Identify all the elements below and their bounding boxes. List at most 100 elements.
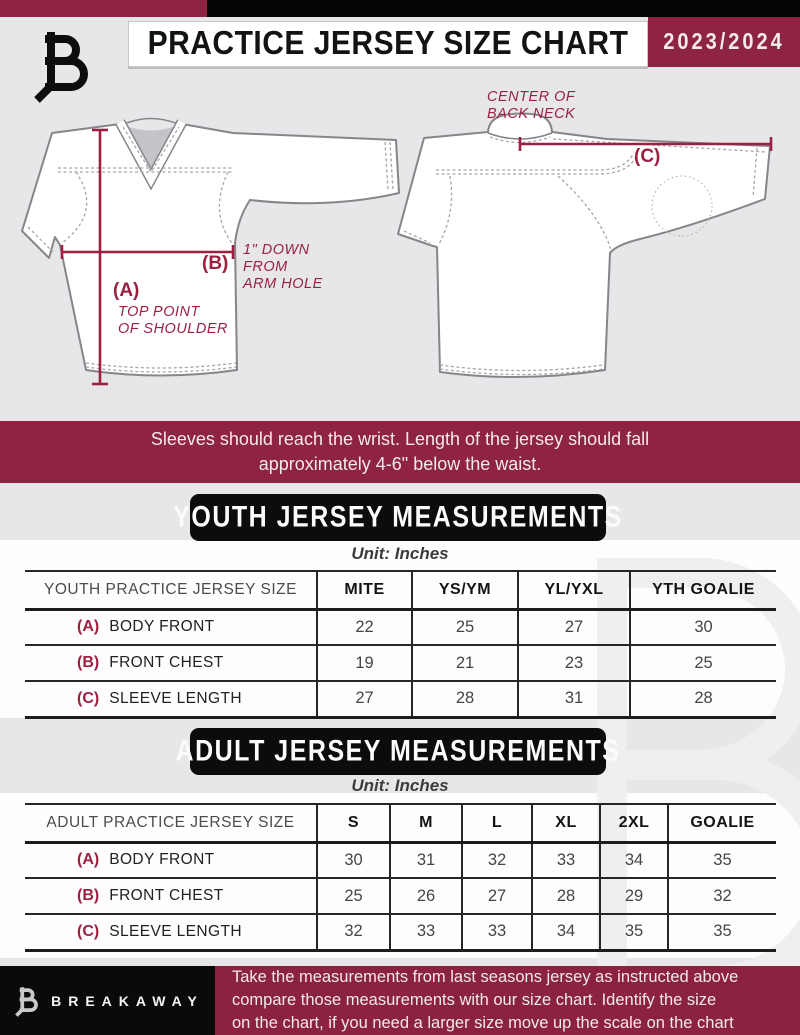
breakaway-b-logo-footer xyxy=(15,986,38,1017)
value-cell: 23 xyxy=(517,644,630,681)
column-header-l: L xyxy=(461,803,532,844)
page-title: PRACTICE JERSEY SIZE CHART xyxy=(147,24,629,62)
annotation-top-point-line1: TOP POINT xyxy=(118,304,200,320)
fit-notice-text: Sleeves should reach the wrist. Length o… xyxy=(150,429,650,474)
footer-instructions-box: Take the measurements from last seasons … xyxy=(215,966,800,1035)
value-cell: 28 xyxy=(411,680,518,719)
youth-size-table: YOUTH PRACTICE JERSEY SIZE MITE YS/YM YL… xyxy=(25,570,776,719)
table-row-body-front: (A) BODY FRONT 22 25 27 30 xyxy=(25,608,776,645)
value-cell: 33 xyxy=(461,913,532,952)
value-cell: 34 xyxy=(599,841,668,878)
top-accent-strip-maroon xyxy=(0,0,207,17)
measure-name: SLEEVE LENGTH xyxy=(109,922,242,940)
table-row-front-chest: (B) FRONT CHEST 25 26 27 28 29 32 xyxy=(25,877,776,914)
column-header-m: M xyxy=(389,803,462,844)
youth-table-title: YOUTH PRACTICE JERSEY SIZE xyxy=(25,570,317,611)
adult-table-header-row: ADULT PRACTICE JERSEY SIZE S M L XL 2XL … xyxy=(25,803,776,844)
measure-key: (C) xyxy=(77,689,100,707)
row-label-cell: (B) FRONT CHEST xyxy=(25,877,317,914)
front-jersey-drawing xyxy=(21,117,400,377)
value-cell: 34 xyxy=(531,913,600,952)
column-header-yth-goalie: YTH GOALIE xyxy=(629,570,776,611)
table-row-body-front: (A) BODY FRONT 30 31 32 33 34 35 xyxy=(25,841,776,878)
value-cell: 28 xyxy=(531,877,600,914)
value-cell: 35 xyxy=(667,913,776,952)
value-cell: 32 xyxy=(461,841,532,878)
value-cell: 25 xyxy=(411,608,518,645)
measure-key: (A) xyxy=(77,851,100,869)
row-label-cell: (C) SLEEVE LENGTH xyxy=(25,913,317,952)
footer-instruction-line3: on the chart, if you need a larger size … xyxy=(232,1014,734,1032)
value-cell: 30 xyxy=(629,608,776,645)
column-header-yl-yxl: YL/YXL xyxy=(517,570,630,611)
measure-name: SLEEVE LENGTH xyxy=(109,689,242,707)
measure-name: BODY FRONT xyxy=(109,851,215,869)
table-row-sleeve-length: (C) SLEEVE LENGTH 32 33 33 34 35 35 xyxy=(25,913,776,952)
measure-name: FRONT CHEST xyxy=(109,887,224,904)
column-header-goalie: GOALIE xyxy=(667,803,776,844)
annotation-top-point-line2: OF SHOULDER xyxy=(118,321,228,337)
row-label-cell: (B) FRONT CHEST xyxy=(25,644,317,681)
value-cell: 35 xyxy=(599,913,668,952)
value-cell: 28 xyxy=(629,680,776,719)
value-cell: 26 xyxy=(389,877,462,914)
footer-brand-box: BREAKAWAY xyxy=(0,966,215,1035)
season-badge: 2023/2024 xyxy=(648,17,800,67)
column-header-xl: XL xyxy=(531,803,600,844)
youth-section-heading-box: YOUTH JERSEY MEASUREMENTS xyxy=(173,494,621,541)
column-header-ys-ym: YS/YM xyxy=(411,570,518,611)
measure-key: (B) xyxy=(77,887,100,904)
value-cell: 32 xyxy=(667,877,776,914)
measure-label-a: (A) xyxy=(113,280,139,301)
measure-key: (A) xyxy=(77,618,100,636)
value-cell: 31 xyxy=(517,680,630,719)
measure-label-b: (B) xyxy=(202,253,228,274)
value-cell: 32 xyxy=(316,913,390,952)
table-row-sleeve-length: (C) SLEEVE LENGTH 27 28 31 28 xyxy=(25,680,776,719)
footer-brand-name: BREAKAWAY xyxy=(51,992,204,1009)
adult-section-heading-box: ADULT JERSEY MEASUREMENTS xyxy=(176,728,619,775)
value-cell: 33 xyxy=(389,913,462,952)
youth-table-header-row: YOUTH PRACTICE JERSEY SIZE MITE YS/YM YL… xyxy=(25,570,776,611)
column-header-2xl: 2XL xyxy=(599,803,668,844)
value-cell: 22 xyxy=(316,608,412,645)
column-header-mite: MITE xyxy=(316,570,412,611)
value-cell: 27 xyxy=(316,680,412,719)
value-cell: 29 xyxy=(599,877,668,914)
breakaway-b-logo xyxy=(34,32,88,103)
top-accent-strip-black xyxy=(207,0,800,17)
annotation-back-neck-line2: BACK NECK xyxy=(487,106,576,122)
table-row-front-chest: (B) FRONT CHEST 19 21 23 25 xyxy=(25,644,776,681)
youth-unit-label: Unit: Inches xyxy=(351,544,449,563)
annotation-armhole-line3: ARM HOLE xyxy=(242,276,323,292)
value-cell: 25 xyxy=(629,644,776,681)
value-cell: 35 xyxy=(667,841,776,878)
season-label: 2023/2024 xyxy=(663,28,785,55)
value-cell: 19 xyxy=(316,644,412,681)
back-jersey-drawing xyxy=(397,112,771,379)
measure-name: BODY FRONT xyxy=(109,618,215,636)
jersey-measurement-diagram: (A) (B) (C) TOP POINT OF SHOULDER 1" DOW… xyxy=(21,89,773,386)
row-label-cell: (A) BODY FRONT xyxy=(25,841,317,878)
youth-section-heading: YOUTH JERSEY MEASUREMENTS xyxy=(173,500,623,534)
value-cell: 27 xyxy=(461,877,532,914)
footer-instruction-line1: Take the measurements from last seasons … xyxy=(232,968,739,986)
annotation-armhole-line1: 1" DOWN xyxy=(243,242,310,258)
measure-label-c: (C) xyxy=(634,146,660,167)
measure-key: (C) xyxy=(77,922,100,940)
row-label-cell: (C) SLEEVE LENGTH xyxy=(25,680,317,719)
adult-unit-label: Unit: Inches xyxy=(351,776,449,795)
value-cell: 21 xyxy=(411,644,518,681)
value-cell: 25 xyxy=(316,877,390,914)
annotation-armhole-line2: FROM xyxy=(243,259,288,275)
footer-instruction-line2: compare those measurements with our size… xyxy=(232,991,717,1009)
measure-name: FRONT CHEST xyxy=(109,654,224,671)
value-cell: 31 xyxy=(389,841,462,878)
value-cell: 30 xyxy=(316,841,390,878)
annotation-back-neck-line1: CENTER OF xyxy=(487,89,576,105)
value-cell: 33 xyxy=(531,841,600,878)
measurement-lines xyxy=(60,128,773,386)
adult-size-table: ADULT PRACTICE JERSEY SIZE S M L XL 2XL … xyxy=(25,803,776,952)
measure-key: (B) xyxy=(77,654,100,671)
